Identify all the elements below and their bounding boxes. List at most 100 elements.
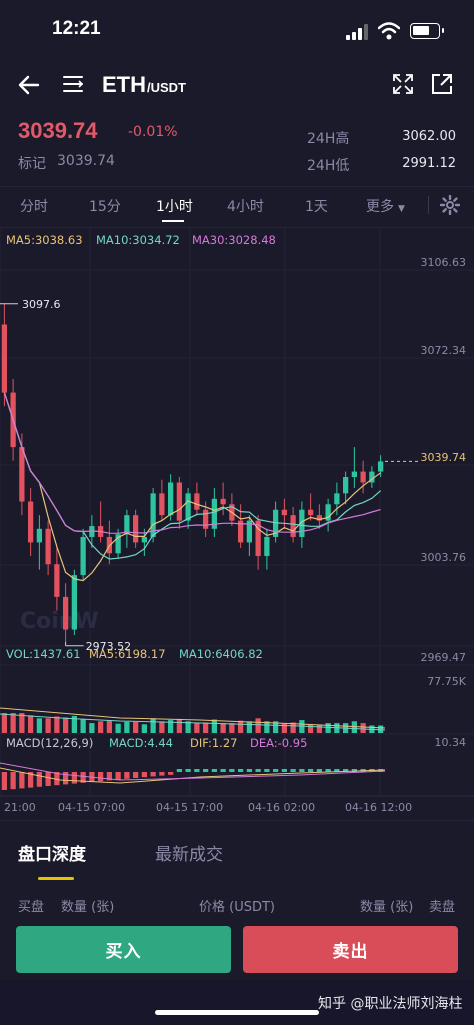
vol-ma10-line [0, 713, 386, 731]
dea-line [0, 762, 386, 781]
volume-bar [308, 724, 314, 733]
macd-bar [308, 769, 314, 772]
volume-bar [71, 715, 77, 733]
ma10-line [3, 392, 381, 560]
tab-1hour[interactable]: 1小时 [156, 199, 193, 215]
volume-bar [281, 723, 287, 733]
buy-button[interactable]: 买入 [16, 926, 231, 973]
pair-quote: /USDT [147, 80, 186, 95]
candle-body [378, 461, 384, 472]
vol-legend: VOL:1437.61 [6, 647, 81, 661]
timeframe-bar [0, 186, 474, 228]
x-axis-label: 21:00 [4, 801, 36, 814]
orderbook-qty-right-header: 数量 (张) [360, 900, 414, 915]
macd-bar [176, 769, 182, 772]
candle-body [334, 493, 340, 505]
volume-bar [290, 722, 296, 733]
signal-icon [346, 24, 368, 40]
sell-button[interactable]: 卖出 [243, 926, 458, 973]
candle-body [194, 493, 200, 510]
ma10-legend: MA10:3034.72 [96, 233, 180, 247]
macd-bar [159, 772, 165, 776]
macd-bar [10, 772, 16, 790]
volume-bar [133, 721, 139, 733]
kline-chart[interactable]: 3106.63 3072.34 3039.74 3003.76 2969.47 CoinW… [0, 228, 474, 818]
macd-bar [351, 769, 357, 772]
trading-pair[interactable]: ETH/USDT [102, 72, 186, 98]
gear-icon[interactable] [440, 195, 460, 215]
bottom-tab-indicator [38, 877, 74, 880]
price-change: -0.01% [128, 124, 178, 140]
macd-bar [255, 769, 261, 772]
macd-bar [290, 769, 296, 772]
candle-body [71, 575, 77, 630]
candle-body [63, 596, 69, 630]
tab-1day[interactable]: 1天 [305, 199, 328, 215]
macd-bar [203, 769, 209, 772]
macd-bar [80, 772, 86, 783]
x-axis-label: 04-15 07:00 [58, 801, 125, 814]
tab-latest-trades[interactable]: 最新成交 [155, 845, 223, 865]
volume-bar [98, 721, 104, 733]
home-indicator[interactable] [155, 1010, 319, 1015]
candle-body [19, 447, 25, 502]
price-axis-label: 3039.74 [421, 451, 467, 464]
volume-bar [115, 723, 121, 733]
volume-axis-label: 77.75K [427, 675, 466, 688]
candle-body [150, 493, 156, 537]
orderbook-price-header: 价格 (USDT) [199, 900, 275, 915]
macd-bar [264, 769, 270, 772]
macd-bar [54, 772, 60, 786]
candle-body [360, 471, 366, 483]
vol-ma10-legend: MA10:6406.82 [179, 647, 263, 661]
macd-params: MACD(12,26,9) [6, 736, 94, 750]
high-annotation: 3097.6 [22, 298, 61, 311]
low-annotation: 2973.52 [86, 640, 132, 653]
menu-icon[interactable] [62, 73, 84, 95]
macd-bar [115, 772, 121, 780]
candle-body [28, 501, 34, 543]
volume-bar [255, 718, 261, 733]
macd-bar [273, 769, 279, 772]
macd-bar [334, 769, 340, 772]
vol-ma5-line [0, 707, 386, 729]
volume-bar [168, 720, 174, 733]
tab-more[interactable]: 更多 ▼ [366, 196, 405, 216]
orderbook-buy-header: 买盘 [18, 900, 45, 915]
macd-bar [133, 772, 139, 778]
macd-bar [28, 772, 34, 788]
x-axis-label: 04-16 12:00 [345, 801, 412, 814]
candle-body [238, 520, 244, 543]
volume-bar [63, 717, 69, 733]
volume-bar [124, 721, 130, 733]
share-icon[interactable] [430, 72, 454, 96]
fullscreen-icon[interactable] [392, 73, 414, 95]
back-arrow-icon[interactable] [16, 72, 42, 98]
volume-bar [54, 716, 60, 733]
zhihu-watermark: 知乎 @职业法师刘海柱 [318, 996, 463, 1012]
tab-more-label: 更多 [366, 199, 394, 215]
candle-body [54, 564, 60, 597]
volume-bar [378, 725, 384, 733]
tab-timeshare[interactable]: 分时 [20, 199, 48, 215]
tab-4hour[interactable]: 4小时 [227, 199, 264, 215]
macd-bar [71, 772, 77, 784]
macd-bar [1, 772, 7, 790]
candle-body [343, 477, 349, 494]
macd-bar [36, 772, 42, 787]
candle-body [124, 515, 130, 535]
high-24h-value: 3062.00 [402, 129, 456, 144]
candle-body [255, 520, 261, 557]
macd-legend: MACD:4.44 [109, 736, 173, 750]
macd-bar [220, 769, 226, 772]
candle-body [45, 528, 51, 565]
volume-bar [45, 718, 51, 733]
tab-15min[interactable]: 15分 [89, 199, 121, 215]
coinw-watermark: CoinW [20, 609, 99, 634]
volume-bar [211, 719, 217, 733]
vol-ma5-legend: MA5:6198.17 [89, 647, 166, 661]
volume-bar [28, 715, 34, 733]
macd-bar [124, 772, 130, 779]
tab-orderbook-depth[interactable]: 盘口深度 [18, 845, 86, 865]
macd-axis-label: 10.34 [435, 736, 467, 749]
